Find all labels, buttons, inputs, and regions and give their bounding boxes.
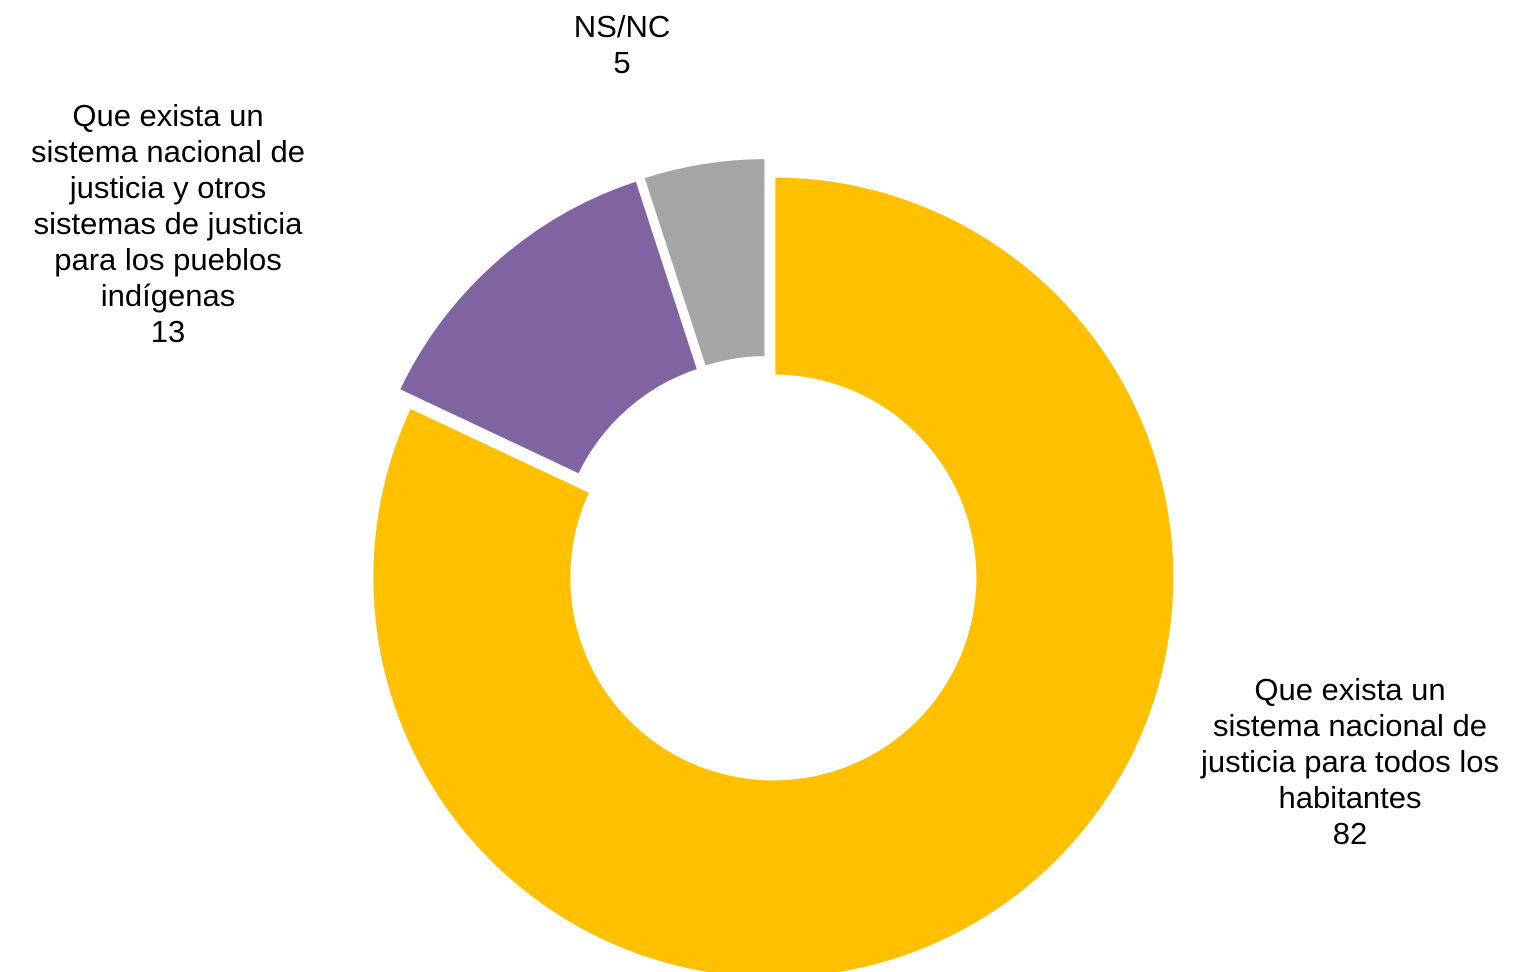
slice-category-label: justicia para todos los (1200, 744, 1499, 779)
donut-slice-1 (369, 173, 1178, 972)
slice-value-label: 5 (613, 45, 630, 80)
slice-category-label: habitantes (1278, 780, 1421, 815)
slice-value-label: 13 (151, 314, 185, 349)
slice-category-label: sistemas de justicia (34, 206, 304, 241)
slice-value-label: 82 (1333, 816, 1367, 851)
slice-category-label: Que exista un (1254, 672, 1445, 707)
slice-category-label: indígenas (101, 278, 235, 313)
slice-category-label: Que exista un (72, 98, 263, 133)
donut-slice-3 (640, 155, 769, 370)
slice-category-label: sistema nacional de (1213, 708, 1487, 743)
slice-category-label: para los pueblos (54, 242, 282, 277)
slice-category-label: NS/NC (574, 9, 670, 44)
slice-category-label: sistema nacional de (31, 134, 305, 169)
slice-category-label: justicia y otros (69, 170, 266, 205)
donut-slice-2 (395, 177, 702, 478)
slice-label-3: NS/NC5 (574, 9, 670, 80)
donut-slices (369, 155, 1178, 972)
